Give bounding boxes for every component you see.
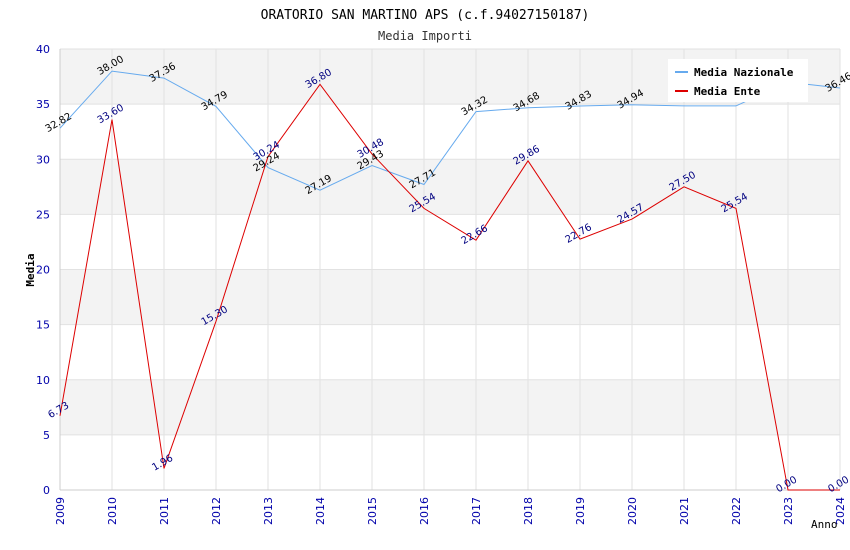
x-tick-label: 2013 (262, 497, 275, 525)
grid-band (60, 269, 840, 325)
x-tick-label: 2022 (730, 497, 743, 525)
x-tick-label: 2018 (522, 497, 535, 525)
data-label-ente: 22.66 (460, 223, 490, 247)
x-axis-title: Anno (811, 518, 838, 531)
y-axis-title: Media (24, 253, 37, 286)
legend: Media Nazionale Media Ente (668, 59, 808, 102)
x-tick-labels: 2009 2010 2011 2012 2013 2014 2015 2016 2017 2018… (54, 497, 847, 525)
x-tick-label: 2023 (782, 497, 795, 525)
data-label-ente: 22.76 (564, 222, 594, 246)
legend-box (668, 59, 808, 102)
grid-band (60, 159, 840, 215)
x-tick-label: 2016 (418, 497, 431, 525)
chart-subtitle: Media Importi (378, 29, 472, 43)
series-lines (59, 70, 841, 491)
legend-label-ente: Media Ente (694, 85, 761, 98)
legend-label-nazionale: Media Nazionale (694, 66, 794, 79)
x-tick-label: 2010 (106, 497, 119, 525)
x-tick-label: 2009 (54, 497, 67, 525)
y-tick-label: 10 (36, 374, 50, 387)
data-label-ente: 0.00 (826, 475, 850, 496)
x-tick-label: 2012 (210, 497, 223, 525)
y-tick-label: 30 (36, 153, 50, 166)
y-tick-label: 0 (43, 484, 50, 497)
y-tick-label: 20 (36, 264, 50, 277)
y-tick-labels: 0 5 10 15 20 25 30 35 40 (36, 43, 50, 497)
grid-band (60, 379, 840, 435)
x-tick-label: 2021 (678, 497, 691, 525)
chart-title: ORATORIO SAN MARTINO APS (c.f.9402715018… (261, 8, 590, 23)
data-label-ente: 0.00 (774, 475, 799, 496)
x-tick-label: 2015 (366, 497, 379, 525)
grid-lines (59, 48, 841, 491)
y-tick-label: 40 (36, 43, 50, 56)
x-tick-label: 2014 (314, 497, 327, 525)
data-label-ente: 33.60 (96, 102, 126, 126)
y-tick-label: 35 (36, 98, 50, 111)
x-tick-label: 2019 (574, 497, 587, 525)
x-tick-label: 2011 (158, 497, 171, 525)
series-line-nazionale (59, 70, 841, 191)
x-tick-label: 2017 (470, 497, 483, 525)
data-label-nazionale: 32.82 (44, 111, 74, 135)
x-tick-label: 2020 (626, 497, 639, 525)
y-tick-label: 5 (43, 429, 50, 442)
data-label-ente: 1.96 (150, 453, 175, 474)
x-tick-label: 2024 (834, 497, 847, 525)
y-tick-label: 25 (36, 208, 50, 221)
y-tick-label: 15 (36, 319, 50, 332)
grid-bands (60, 49, 840, 435)
series-line-ente (59, 83, 840, 491)
